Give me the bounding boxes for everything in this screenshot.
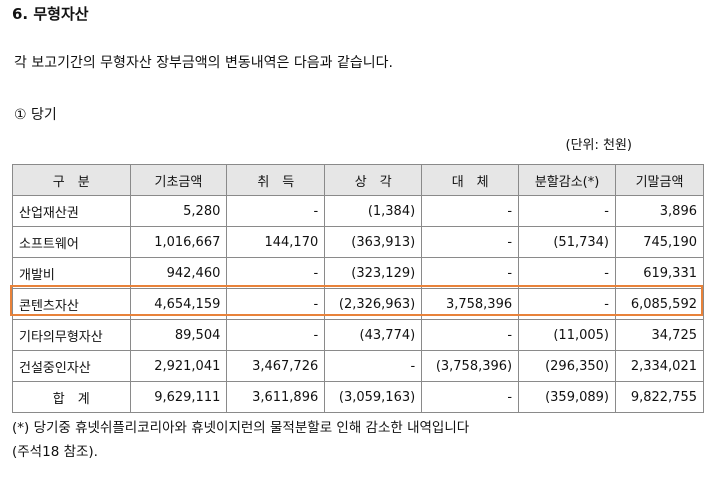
table-cell: 619,331 xyxy=(615,257,704,289)
column-header: 기말금액 xyxy=(615,164,704,196)
column-header: 기초금액 xyxy=(129,164,228,196)
table-row-highlighted: 콘텐츠자산 4,654,159 - (2,326,963) 3,758,396 … xyxy=(12,288,704,320)
table-row: 산업재산권 5,280 - (1,384) - - 3,896 xyxy=(12,195,704,227)
table-cell: 89,504 xyxy=(129,319,228,351)
table-cell: (359,089) xyxy=(518,381,616,413)
subheading: ① 당기 xyxy=(14,107,57,123)
table-cell: 1,016,667 xyxy=(129,226,228,258)
table-cell: - xyxy=(421,381,520,413)
table-cell: - xyxy=(518,195,616,227)
table-cell: (1,384) xyxy=(324,195,423,227)
table-cell: 745,190 xyxy=(615,226,704,258)
table-cell: 2,921,041 xyxy=(129,350,228,382)
table-row: 개발비 942,460 - (323,129) - - 619,331 xyxy=(12,257,704,289)
intangible-assets-table: 구 분 기초금액 취 득 상 각 대 체 분할감소(*) 기말금액 산업재산권 … xyxy=(12,164,704,413)
table-cell: (51,734) xyxy=(518,226,616,258)
description: 각 보고기간의 무형자산 장부금액의 변동내역은 다음과 같습니다. xyxy=(14,55,393,71)
table-cell: 2,334,021 xyxy=(615,350,704,382)
table-cell: - xyxy=(421,319,520,351)
row-label: 소프트웨어 xyxy=(12,226,131,258)
table-cell: (11,005) xyxy=(518,319,616,351)
table-cell: (3,758,396) xyxy=(421,350,520,382)
table-cell: - xyxy=(421,195,520,227)
table-header-row: 구 분 기초금액 취 득 상 각 대 체 분할감소(*) 기말금액 xyxy=(12,164,704,196)
row-label: 콘텐츠자산 xyxy=(12,288,131,320)
table-cell: - xyxy=(226,195,326,227)
table-cell: (363,913) xyxy=(324,226,423,258)
table-row: 기타의무형자산 89,504 - (43,774) - (11,005) 34,… xyxy=(12,319,704,351)
table-cell: - xyxy=(518,288,616,320)
footnote-line: (주석18 참조). xyxy=(12,444,98,460)
table-cell: - xyxy=(226,319,326,351)
row-label: 건설중인자산 xyxy=(12,350,131,382)
table-cell: 3,896 xyxy=(615,195,704,227)
table-cell: - xyxy=(518,257,616,289)
column-header: 상 각 xyxy=(324,164,423,196)
unit-note: (단위: 천원) xyxy=(565,138,633,153)
table-cell: 34,725 xyxy=(615,319,704,351)
table-row: 소프트웨어 1,016,667 144,170 (363,913) - (51,… xyxy=(12,226,704,258)
table-cell: 9,629,111 xyxy=(129,381,228,413)
column-header: 구 분 xyxy=(12,164,131,196)
table-cell: 3,611,896 xyxy=(226,381,326,413)
row-label: 개발비 xyxy=(12,257,131,289)
table-cell: 942,460 xyxy=(129,257,228,289)
column-header: 분할감소(*) xyxy=(518,164,616,196)
table-cell: (296,350) xyxy=(518,350,616,382)
table-cell: 144,170 xyxy=(226,226,326,258)
section-title: 6. 무형자산 xyxy=(12,5,89,23)
footnote-line: (*) 당기중 휴넷쉬플리코리아와 휴넷이지런의 물적분할로 인해 감소한 내역… xyxy=(12,420,470,436)
table-cell: - xyxy=(324,350,423,382)
table-cell: (3,059,163) xyxy=(324,381,423,413)
column-header: 대 체 xyxy=(421,164,520,196)
row-label: 산업재산권 xyxy=(12,195,131,227)
table-total-row: 합 계 9,629,111 3,611,896 (3,059,163) - (3… xyxy=(12,381,704,413)
table-cell: 6,085,592 xyxy=(615,288,704,320)
table-row: 건설중인자산 2,921,041 3,467,726 - (3,758,396)… xyxy=(12,350,704,382)
table-cell: (2,326,963) xyxy=(324,288,423,320)
row-label: 기타의무형자산 xyxy=(12,319,131,351)
table-cell: 5,280 xyxy=(129,195,228,227)
table-cell: 3,758,396 xyxy=(421,288,520,320)
table-cell: 3,467,726 xyxy=(226,350,326,382)
column-header: 취 득 xyxy=(226,164,326,196)
table-cell: 4,654,159 xyxy=(129,288,228,320)
table-cell: (323,129) xyxy=(324,257,423,289)
table-cell: 9,822,755 xyxy=(615,381,704,413)
table-cell: - xyxy=(226,257,326,289)
table-cell: - xyxy=(421,257,520,289)
row-label: 합 계 xyxy=(12,381,131,413)
table-cell: (43,774) xyxy=(324,319,423,351)
table-cell: - xyxy=(421,226,520,258)
footnote: (*) 당기중 휴넷쉬플리코리아와 휴넷이지런의 물적분할로 인해 감소한 내역… xyxy=(12,416,469,464)
table-cell: - xyxy=(226,288,326,320)
